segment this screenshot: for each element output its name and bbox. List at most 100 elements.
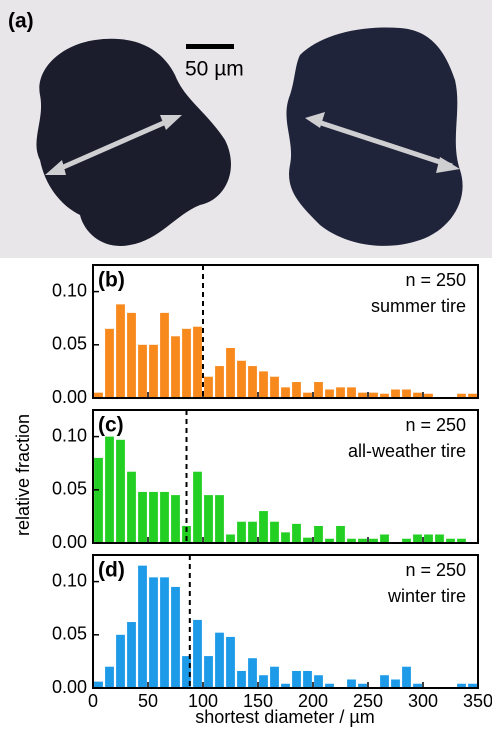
bar xyxy=(402,667,411,688)
bar xyxy=(105,437,114,543)
bar xyxy=(116,440,125,543)
x-tick-label: 0 xyxy=(88,691,98,711)
y-tick-label: 0.10 xyxy=(52,570,87,590)
y-tick-label: 0.00 xyxy=(52,532,87,552)
bar xyxy=(226,534,235,543)
bar xyxy=(314,382,323,398)
x-tick-label: 350 xyxy=(463,691,492,711)
bar xyxy=(336,526,345,543)
scale-bar xyxy=(186,44,234,49)
bar xyxy=(105,329,114,398)
bar xyxy=(314,675,323,688)
bar xyxy=(127,622,136,688)
x-tick-label: 100 xyxy=(188,691,218,711)
bar xyxy=(149,345,158,398)
bar xyxy=(138,345,147,398)
bar xyxy=(259,371,268,398)
bar xyxy=(204,377,213,398)
category-label: all-weather tire xyxy=(348,441,466,461)
x-tick-label: 250 xyxy=(353,691,383,711)
y-tick-label: 0.00 xyxy=(52,677,87,697)
y-tick-label: 0.10 xyxy=(52,425,87,445)
y-tick-label: 0.05 xyxy=(52,624,87,644)
x-tick-label: 50 xyxy=(138,691,158,711)
panel-label: (a) xyxy=(8,10,34,33)
annotation: n = 250 xyxy=(405,270,466,290)
bar xyxy=(116,635,125,688)
bar xyxy=(149,577,158,688)
bar xyxy=(270,522,279,543)
bar xyxy=(281,532,290,543)
bar xyxy=(303,671,312,688)
annotation: n = 250 xyxy=(405,415,466,435)
bar xyxy=(248,366,257,398)
bar xyxy=(292,671,301,688)
bar xyxy=(160,313,169,398)
bar xyxy=(105,667,114,688)
bar xyxy=(292,524,301,543)
bar xyxy=(281,387,290,398)
category-label: winter tire xyxy=(387,586,466,606)
bar xyxy=(248,658,257,688)
x-tick-label: 200 xyxy=(298,691,328,711)
bar xyxy=(193,327,202,398)
bar xyxy=(380,675,389,688)
bar xyxy=(424,534,433,543)
bar xyxy=(94,458,103,543)
bar xyxy=(138,566,147,688)
bar xyxy=(116,304,125,398)
annotation: n = 250 xyxy=(405,560,466,580)
bar xyxy=(127,472,136,543)
y-tick-label: 0.00 xyxy=(52,387,87,407)
x-tick-label: 150 xyxy=(243,691,273,711)
bar xyxy=(171,495,180,543)
photo-panel: 50 µm (a) xyxy=(0,0,492,258)
x-tick-label: 300 xyxy=(408,691,438,711)
bar xyxy=(204,656,213,688)
bar xyxy=(402,389,411,398)
y-tick-label: 0.10 xyxy=(52,280,87,300)
bar xyxy=(391,389,400,398)
bar xyxy=(204,495,213,543)
bar xyxy=(391,679,400,688)
bar xyxy=(171,336,180,398)
panel-label: (c) xyxy=(98,414,124,437)
bar xyxy=(270,667,279,688)
bar xyxy=(171,587,180,688)
bar xyxy=(226,637,235,688)
bar xyxy=(413,534,422,543)
y-axis-label: relative fraction xyxy=(13,414,33,536)
scale-bar-label: 50 µm xyxy=(185,58,244,81)
category-label: summer tire xyxy=(371,296,466,316)
x-axis-label: shortest diameter / µm xyxy=(195,707,374,727)
bar xyxy=(226,348,235,398)
bar xyxy=(380,534,389,543)
bar xyxy=(182,329,191,398)
bar xyxy=(270,377,279,398)
bar xyxy=(138,492,147,543)
bar xyxy=(325,389,334,398)
bar xyxy=(149,492,158,543)
bar xyxy=(347,387,356,398)
bar xyxy=(336,387,345,398)
bar xyxy=(237,522,246,543)
bar xyxy=(215,633,224,688)
y-tick-label: 0.05 xyxy=(52,479,87,499)
bar xyxy=(259,675,268,688)
bar xyxy=(193,620,202,688)
bar xyxy=(193,472,202,543)
y-tick-label: 0.05 xyxy=(52,334,87,354)
bar xyxy=(127,313,136,398)
panel-label: (d) xyxy=(98,559,125,582)
figure: 50 µm (a) relative fraction shortest dia… xyxy=(0,0,492,736)
bar xyxy=(215,366,224,398)
bar xyxy=(248,522,257,543)
bar xyxy=(237,361,246,398)
bar xyxy=(435,534,444,543)
bar xyxy=(215,495,224,543)
bar xyxy=(347,679,356,688)
particle xyxy=(286,27,462,245)
bar xyxy=(259,511,268,543)
bar xyxy=(160,577,169,688)
bar xyxy=(292,382,301,398)
